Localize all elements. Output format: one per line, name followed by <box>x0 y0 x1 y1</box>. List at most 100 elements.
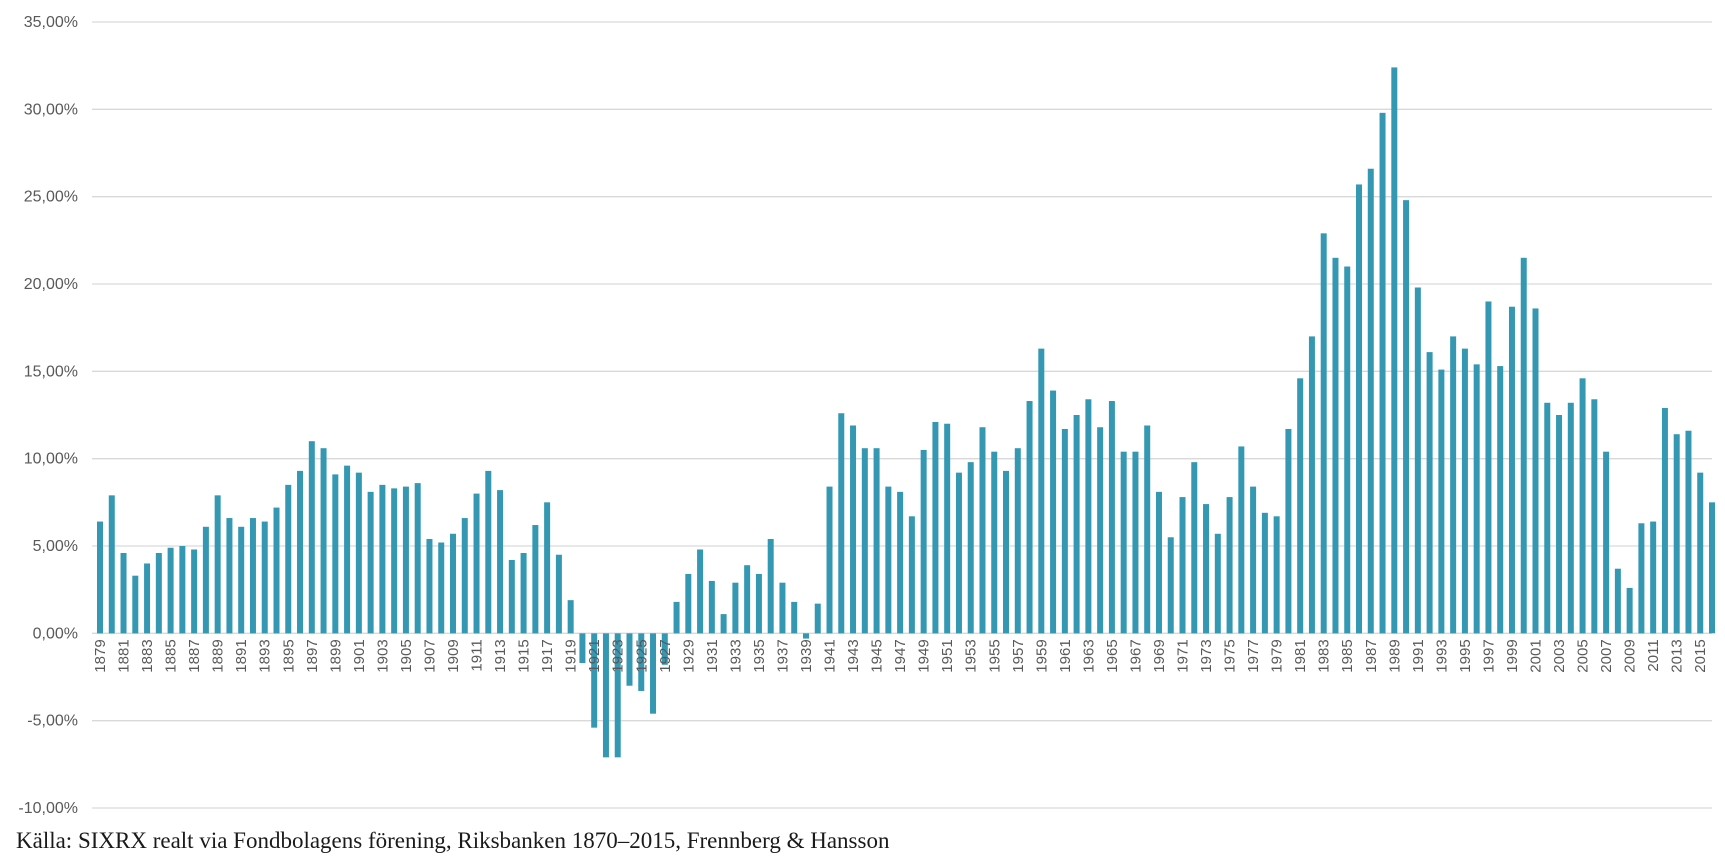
x-tick-label: 1895 <box>280 639 297 672</box>
x-tick-label: 1915 <box>516 639 533 672</box>
y-tick-label: 30,00% <box>24 101 78 118</box>
x-tick-label: 1917 <box>539 639 556 672</box>
x-tick-label: 1999 <box>1504 639 1521 672</box>
x-tick-label: 1939 <box>798 639 815 672</box>
x-tick-label: 1969 <box>1151 639 1168 672</box>
x-tick-label: 1927 <box>657 639 674 672</box>
x-tick-label: 2007 <box>1598 639 1615 672</box>
bar-1944 <box>861 448 868 634</box>
bar-1907 <box>426 539 433 634</box>
x-tick-label: 1943 <box>845 639 862 672</box>
bar-1918 <box>555 554 562 634</box>
bar-1956 <box>1003 470 1010 634</box>
bar-1979 <box>1273 516 1280 634</box>
bar-1927 <box>661 633 668 665</box>
x-tick-label: 1885 <box>163 639 180 672</box>
x-tick-label: 1967 <box>1127 639 1144 672</box>
bar-1972 <box>1191 462 1198 634</box>
x-tick-label: 1973 <box>1198 639 1215 672</box>
bar-1935 <box>755 573 762 634</box>
y-tick-label: 0,00% <box>33 625 78 642</box>
x-tick-label: 1933 <box>727 639 744 672</box>
bar-1920 <box>579 633 586 664</box>
bar-1964 <box>1097 427 1104 634</box>
bar-2004 <box>1567 402 1574 634</box>
x-tick-label: 1977 <box>1245 639 1262 672</box>
bar-1883 <box>144 563 151 634</box>
bar-2002 <box>1544 402 1551 634</box>
bar-1923 <box>614 633 621 758</box>
bar-1900 <box>344 465 351 634</box>
bar-1980 <box>1285 428 1292 634</box>
bar-1904 <box>391 488 398 634</box>
bar-2012 <box>1661 408 1668 634</box>
bar-1891 <box>238 526 245 634</box>
x-tick-label: 1905 <box>398 639 415 672</box>
bar-1965 <box>1108 401 1115 634</box>
x-tick-label: 1909 <box>445 639 462 672</box>
bar-1997 <box>1485 301 1492 634</box>
x-tick-label: 1935 <box>751 639 768 672</box>
x-tick-label: 2003 <box>1551 639 1568 672</box>
bar-1930 <box>697 549 704 634</box>
bar-1957 <box>1014 448 1021 634</box>
x-tick-label: 1903 <box>374 639 391 672</box>
bar-1995 <box>1461 348 1468 634</box>
y-tick-label: 15,00% <box>24 363 78 380</box>
x-tick-label: 1919 <box>563 639 580 672</box>
bar-1916 <box>532 525 539 634</box>
bar-1998 <box>1497 366 1504 634</box>
bar-1967 <box>1132 451 1139 634</box>
x-tick-label: 1951 <box>939 639 956 672</box>
bar-1946 <box>885 486 892 634</box>
bar-1937 <box>779 582 786 634</box>
y-tick-label: 20,00% <box>24 276 78 293</box>
x-tick-label: 1893 <box>257 639 274 672</box>
bar-1912 <box>485 470 492 634</box>
x-tick-label: 1907 <box>421 639 438 672</box>
bar-1992 <box>1426 352 1433 634</box>
bar-1976 <box>1238 446 1245 634</box>
bar-2007 <box>1603 451 1610 634</box>
bar-1950 <box>932 421 939 634</box>
bar-1884 <box>155 552 162 634</box>
x-tick-label: 1975 <box>1222 639 1239 672</box>
bar-1895 <box>285 484 292 634</box>
bar-2006 <box>1591 399 1598 634</box>
bar-1922 <box>602 633 609 758</box>
bar-2011 <box>1650 521 1657 634</box>
x-tick-label: 2013 <box>1669 639 1686 672</box>
bar-1932 <box>720 614 727 634</box>
bar-1939 <box>802 633 809 639</box>
bar-2015 <box>1697 472 1704 634</box>
x-tick-label: 1891 <box>233 639 250 672</box>
x-tick-label: 1901 <box>351 639 368 672</box>
bar-1996 <box>1473 364 1480 634</box>
x-tick-label: 1931 <box>704 639 721 672</box>
bar-1885 <box>167 547 174 634</box>
bar-2014 <box>1685 430 1692 634</box>
bar-2010 <box>1638 523 1645 634</box>
bar-1955 <box>991 451 998 634</box>
bar-1983 <box>1320 233 1327 634</box>
bar-1905 <box>402 486 409 634</box>
bar-1986 <box>1356 184 1363 634</box>
bar-1978 <box>1261 512 1268 634</box>
bar-2005 <box>1579 378 1586 634</box>
x-tick-label: 1965 <box>1104 639 1121 672</box>
x-tick-label: 1961 <box>1057 639 1074 672</box>
bar-1952 <box>955 472 962 634</box>
bar-1893 <box>261 521 268 634</box>
bar-2003 <box>1556 415 1563 634</box>
bar-1897 <box>308 441 315 634</box>
bar-1903 <box>379 484 386 634</box>
bar-1974 <box>1214 533 1221 634</box>
bar-1977 <box>1250 486 1257 634</box>
bar-1902 <box>367 491 374 634</box>
x-tick-label: 1947 <box>892 639 909 672</box>
bar-1981 <box>1297 378 1304 634</box>
x-tick-label: 1963 <box>1080 639 1097 672</box>
x-tick-label: 1959 <box>1033 639 1050 672</box>
bar-1941 <box>826 486 833 634</box>
